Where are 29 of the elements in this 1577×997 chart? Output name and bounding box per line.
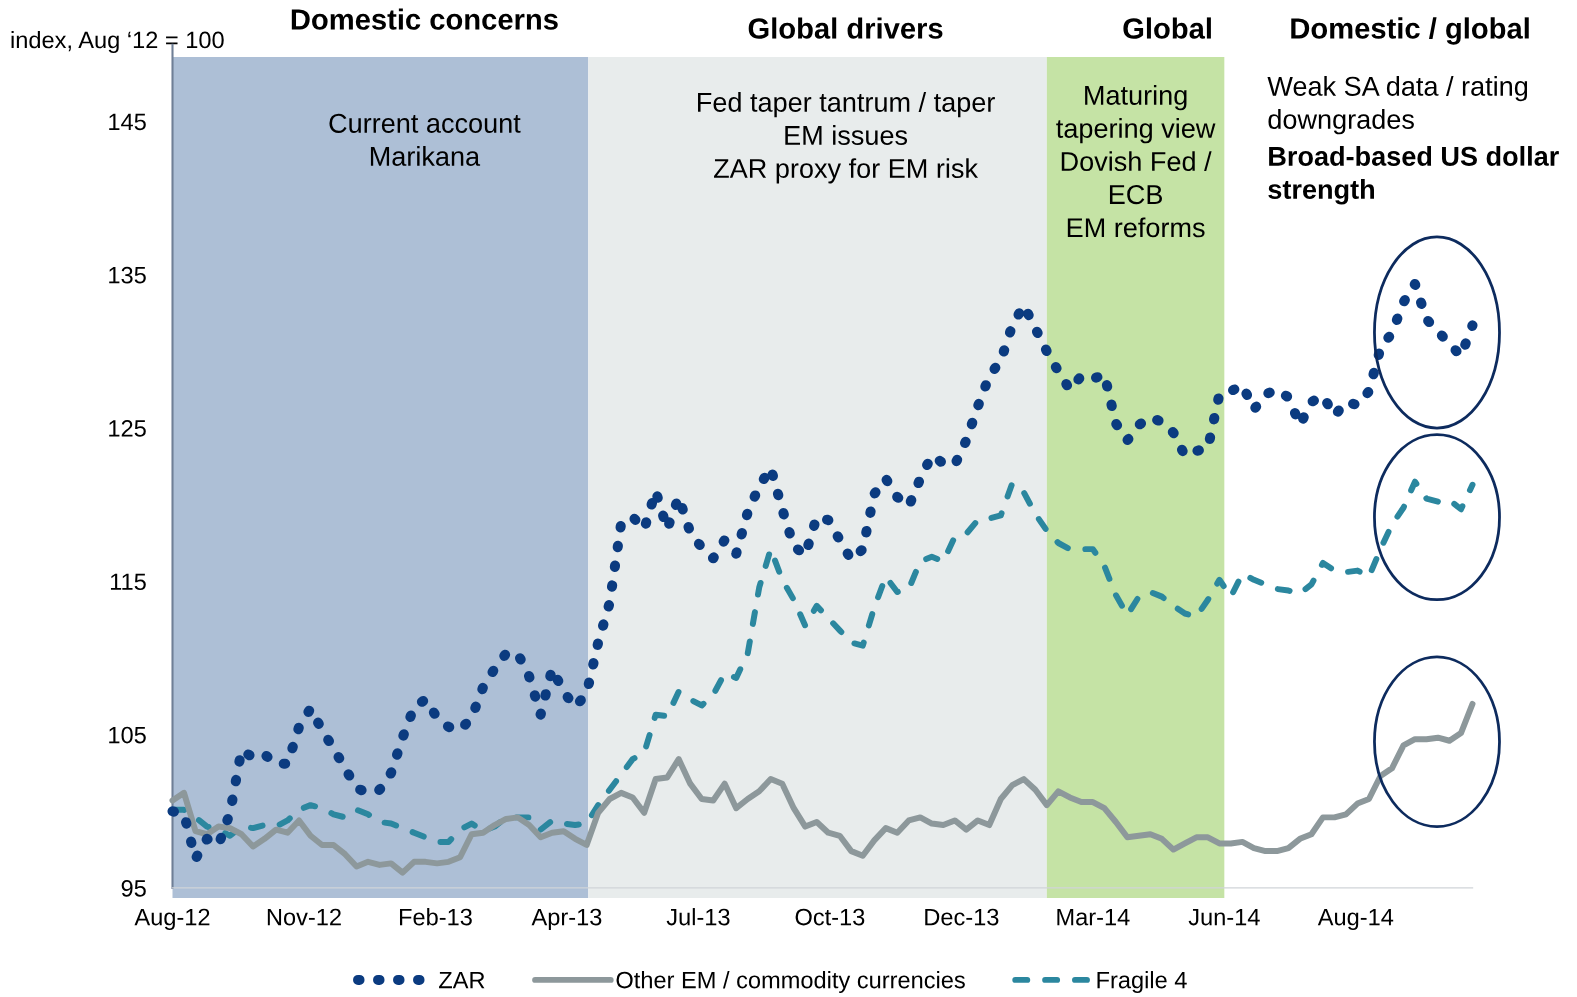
x-tick-label: Apr-13 bbox=[531, 908, 602, 931]
annotation: Weak SA data / rating downgrades bbox=[1267, 76, 1528, 135]
y-tick-label: 145 bbox=[109, 113, 146, 131]
annotation: Broad-based US dollar strength bbox=[1268, 146, 1559, 205]
legend-label: ZAR bbox=[439, 971, 485, 989]
text: Domestic / global bbox=[1291, 17, 1529, 45]
x-tick-label: Mar-14 bbox=[1057, 908, 1130, 926]
band-label: Domestic concerns bbox=[291, 8, 558, 30]
x-tick-label: Feb-13 bbox=[399, 908, 472, 926]
y-axis-title: index, Aug ‘12 = 100 bbox=[11, 31, 224, 53]
y-tick-label: 105 bbox=[109, 726, 146, 744]
annotation: Current account Marikana bbox=[329, 113, 521, 166]
annotation: Maturing tapering view Dovish Fed / ECB EM reforms bbox=[1056, 85, 1216, 238]
x-tick-label: Jul-13 bbox=[666, 908, 730, 926]
y-tick-label: 125 bbox=[109, 420, 146, 437]
x-tick-label: Aug-14 bbox=[1317, 908, 1394, 931]
legend-label: Other EM / commodity currencies bbox=[616, 971, 965, 994]
x-tick-label: Dec-13 bbox=[925, 908, 999, 926]
y-tick-label: 95 bbox=[121, 879, 146, 897]
band-label: Global drivers bbox=[748, 17, 943, 39]
legend-label: Fragile 4 bbox=[1097, 971, 1187, 994]
annotation: Fed taper tantrum / taper EM issues ZAR proxy for EM risk bbox=[698, 92, 995, 184]
y-tick-label: 115 bbox=[110, 573, 146, 591]
x-tick-label: Nov-12 bbox=[267, 908, 341, 926]
x-tick-label: Aug-12 bbox=[134, 908, 210, 931]
band-label: Global bbox=[1123, 17, 1211, 39]
x-tick-label: Jun-14 bbox=[1188, 908, 1260, 926]
x-tick-label: Oct-13 bbox=[795, 908, 865, 926]
y-tick-label: 135 bbox=[109, 266, 146, 284]
